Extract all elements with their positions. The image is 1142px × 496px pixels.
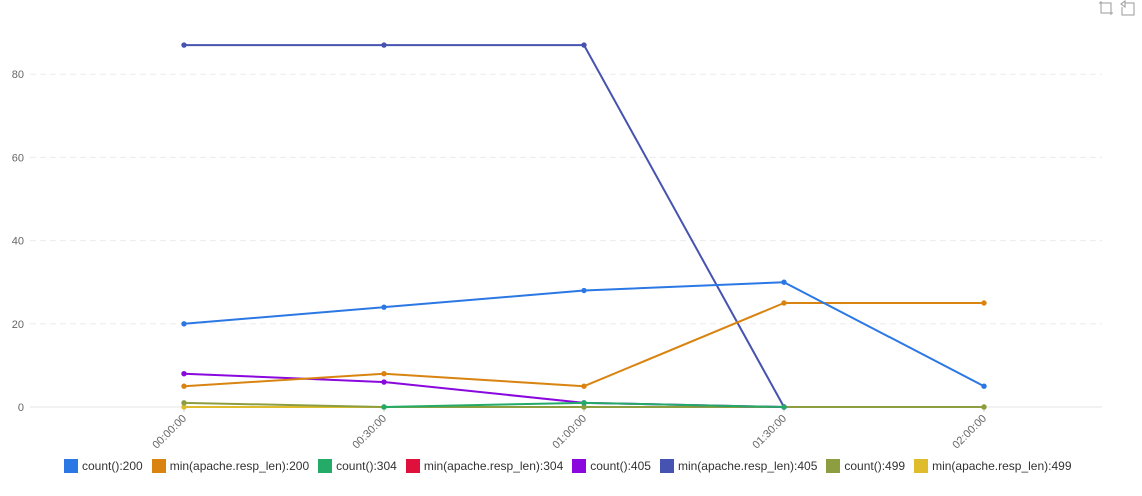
data-point[interactable] — [381, 379, 387, 385]
legend-swatch — [826, 459, 841, 473]
chart-legend: count():200 min(apache.resp_len):200 count… — [64, 459, 1081, 473]
legend-item[interactable]: count():200 — [64, 459, 143, 473]
x-tick-label: 02:00:00 — [950, 413, 989, 452]
legend-item[interactable]: count():499 — [826, 459, 905, 473]
y-tick-label: 0 — [18, 402, 24, 414]
x-tick-label: 00:30:00 — [350, 413, 389, 452]
data-point[interactable] — [581, 400, 587, 406]
series-line[interactable] — [183, 372, 785, 408]
series-1 — [181, 300, 987, 389]
series-2 — [381, 400, 787, 410]
data-point[interactable] — [181, 371, 187, 377]
legend-label: count():499 — [844, 459, 906, 473]
series-line[interactable] — [183, 302, 984, 388]
data-point[interactable] — [381, 404, 387, 410]
legend-label: min(apache.resp_len):499 — [932, 459, 1072, 473]
legend-item[interactable]: min(apache.resp_len):304 — [405, 459, 564, 473]
y-tick-label: 20 — [12, 319, 24, 331]
legend-label: min(apache.resp_len):405 — [677, 459, 818, 473]
legend-label: min(apache.resp_len):304 — [423, 459, 564, 473]
legend-swatch — [914, 459, 929, 473]
data-point[interactable] — [781, 404, 787, 410]
data-zoom-icon[interactable] — [1098, 0, 1114, 16]
legend-swatch — [659, 459, 674, 473]
data-point[interactable] — [981, 383, 987, 389]
x-axis: 00:00:00 00:30:00 01:00:00 01:30:00 02:00:00 — [150, 407, 989, 451]
data-point[interactable] — [181, 400, 187, 406]
y-tick-label: 80 — [12, 69, 24, 81]
x-tick-label: 01:00:00 — [550, 413, 589, 452]
data-point[interactable] — [181, 383, 187, 389]
legend-swatch — [64, 459, 78, 473]
restore-icon[interactable] — [1120, 0, 1136, 16]
data-point[interactable] — [981, 300, 987, 306]
legend-label: min(apache.resp_len):200 — [169, 459, 310, 473]
series-0 — [181, 279, 987, 389]
y-tick-label: 60 — [12, 152, 24, 164]
legend-label: count():200 — [82, 459, 143, 473]
series-5 — [181, 42, 787, 410]
data-point[interactable] — [581, 287, 587, 294]
series-line[interactable] — [184, 44, 785, 408]
legend-swatch — [151, 459, 166, 473]
chart-toolbox — [1098, 0, 1136, 16]
data-point[interactable] — [581, 383, 587, 389]
series-4 — [181, 371, 787, 410]
data-point[interactable] — [781, 279, 787, 285]
legend-item[interactable]: min(apache.resp_len):405 — [659, 459, 818, 473]
legend-label: count():304 — [336, 459, 397, 473]
data-point[interactable] — [581, 42, 587, 48]
series-lines — [181, 42, 987, 410]
data-point[interactable] — [181, 42, 187, 48]
data-point[interactable] — [781, 300, 787, 306]
legend-item[interactable]: count():304 — [318, 459, 397, 473]
data-point[interactable] — [981, 404, 987, 410]
series-line[interactable] — [183, 281, 985, 388]
y-axis: 0 20 40 60 80 — [12, 69, 24, 414]
legend-swatch — [572, 459, 587, 473]
legend-swatch — [318, 459, 333, 473]
data-point[interactable] — [181, 321, 187, 327]
grid-lines — [30, 73, 1102, 408]
legend-item[interactable]: min(apache.resp_len):200 — [151, 459, 310, 473]
legend-label: count():405 — [590, 459, 651, 473]
data-point[interactable] — [381, 371, 387, 377]
legend-swatch — [405, 459, 420, 473]
legend-item[interactable]: count():405 — [572, 459, 651, 473]
data-point[interactable] — [381, 42, 387, 48]
data-point[interactable] — [381, 304, 387, 310]
y-tick-label: 40 — [12, 236, 24, 248]
x-tick-label: 00:00:00 — [150, 413, 189, 452]
legend-item[interactable]: min(apache.resp_len):499 — [914, 459, 1072, 473]
x-tick-label: 01:30:00 — [750, 413, 789, 452]
